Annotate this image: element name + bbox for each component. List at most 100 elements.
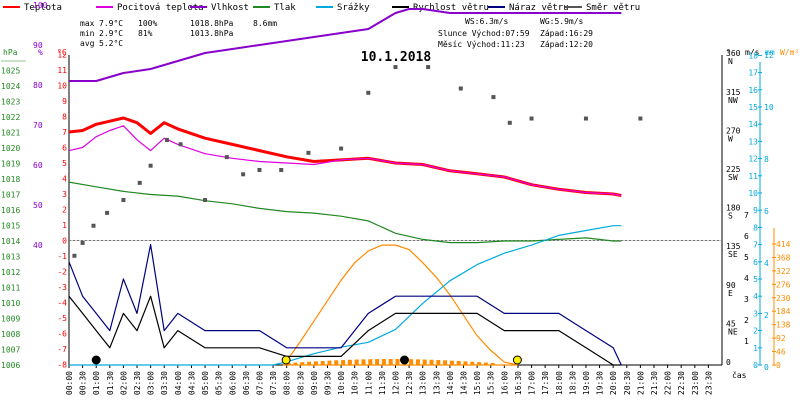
- tick-hpa: 1024: [1, 82, 20, 91]
- tick-temp: 10: [57, 82, 67, 91]
- wind-direction-point: [80, 240, 85, 245]
- tick-dir: 0: [726, 358, 731, 367]
- tick-time: 23:30: [704, 371, 713, 395]
- event-moon-marker: [91, 355, 101, 365]
- tick-time: 22:00: [664, 371, 673, 395]
- unit-pct: %: [38, 48, 43, 57]
- info-moonrise: Měsíc Východ:11:23: [438, 40, 525, 49]
- tick-hpa: 1008: [1, 330, 20, 339]
- wind-direction-point: [72, 253, 77, 258]
- tick-time: 23:00: [691, 371, 700, 395]
- tick-time: 18:30: [568, 371, 577, 395]
- tick-time: 14:00: [446, 371, 455, 395]
- tick-time: 21:30: [650, 371, 659, 395]
- rain-intensity-bar: [449, 360, 454, 365]
- rain-intensity-bar: [320, 361, 325, 365]
- tick-ms: 7: [753, 241, 758, 250]
- tick-dir: 90: [726, 281, 736, 290]
- tick-temp: 5: [62, 159, 67, 168]
- tick-hpa: 1009: [1, 315, 20, 324]
- stat-hum-min: 81%: [138, 29, 153, 38]
- unit-hpa: hPa: [3, 48, 18, 57]
- tick-time: 11:00: [364, 371, 373, 395]
- tick-time: 00:30: [79, 371, 88, 395]
- tick-temp: 6: [62, 144, 67, 153]
- series-feels-line: [68, 125, 622, 197]
- tick-ms: 13: [748, 137, 758, 146]
- tick-ms: 5: [753, 275, 758, 284]
- rain-intensity-bar: [286, 363, 291, 365]
- event-moon-marker: [399, 355, 409, 365]
- tick-ms: 3: [753, 309, 758, 318]
- tick-time: 11:30: [378, 371, 387, 395]
- wind-direction-point: [121, 198, 126, 203]
- tick-dir-cardinal: W: [728, 134, 733, 143]
- tick-time: 07:30: [269, 371, 278, 395]
- tick-hpa: 1016: [1, 206, 20, 215]
- wind-direction-point: [137, 180, 142, 185]
- tick-wm2: 92: [776, 334, 786, 343]
- rain-intensity-bar: [443, 360, 448, 365]
- tick-time: 16:00: [500, 371, 509, 395]
- rain-intensity-bar: [477, 362, 482, 365]
- tick-time: 12:00: [392, 371, 401, 395]
- wind-direction-point: [257, 167, 262, 172]
- tick-time: 20:00: [609, 371, 618, 395]
- wind-direction-point: [393, 65, 398, 70]
- series-gust-line: [68, 244, 622, 366]
- tick-temp: -7: [57, 345, 67, 354]
- wind-direction-point: [91, 223, 96, 228]
- tick-dir-cardinal: SE: [728, 250, 738, 259]
- stat-label-max: max: [80, 19, 95, 28]
- info-sunrise: Slunce Východ:07:59: [438, 29, 530, 38]
- tick-wm2: 138: [776, 321, 791, 330]
- tick-time: 01:30: [106, 371, 115, 395]
- info-moonset: Západ:12:20: [540, 40, 593, 49]
- tick-time: 15:30: [487, 371, 496, 395]
- wind-direction-point: [583, 116, 588, 121]
- unit-ms: m/s: [745, 48, 760, 57]
- tick-time: 04:30: [187, 371, 196, 395]
- tick-time: 06:30: [242, 371, 251, 395]
- wind-direction-point: [224, 155, 229, 160]
- tick-pct: 70: [33, 121, 43, 130]
- tick-ms: 17: [748, 69, 758, 78]
- wind-direction-point: [279, 167, 284, 172]
- unit-dir: °: [726, 48, 731, 57]
- tick-time: 05:30: [215, 371, 224, 395]
- stat-press-max: 1018.8hPa: [190, 19, 234, 28]
- info-ws: WS:6.3m/s: [465, 17, 509, 26]
- series-rain-line: [69, 225, 622, 366]
- tick-pct: 50: [33, 201, 43, 210]
- rain-intensity-bar: [388, 359, 393, 365]
- tick-dir: 360: [726, 49, 741, 58]
- tick-ms: 0: [753, 361, 758, 370]
- tick-dir: 225: [726, 165, 741, 174]
- tick-hpa: 1017: [1, 191, 20, 200]
- tick-pct: 40: [33, 241, 43, 250]
- tick-ms: 16: [748, 86, 758, 95]
- wind-direction-point: [203, 198, 208, 203]
- tick-pct: 60: [33, 161, 43, 170]
- tick-hpa: 1022: [1, 113, 20, 122]
- tick-time: 04:00: [174, 371, 183, 395]
- tick-hpa: 1012: [1, 268, 20, 277]
- rain-intensity-bar: [307, 361, 312, 365]
- rain-intensity-bar: [354, 359, 359, 365]
- tick-time: 10:30: [351, 371, 360, 395]
- rain-intensity-bar: [422, 359, 427, 365]
- rain-intensity-bar: [361, 359, 366, 365]
- tick-dir-cardinal: N: [728, 57, 733, 66]
- tick-temp: 3: [62, 190, 67, 199]
- wind-direction-point: [426, 65, 431, 70]
- tick-wm2: 230: [776, 294, 791, 303]
- tick-pct: 90: [33, 41, 43, 50]
- tick-mm: 8: [764, 155, 769, 164]
- tick-temp: -8: [57, 361, 67, 370]
- tick-temp: 11: [57, 66, 67, 75]
- tick-time: 05:00: [201, 371, 210, 395]
- rain-intensity-bar: [429, 359, 434, 365]
- tick-time: 03:30: [160, 371, 169, 395]
- legend-label-5: Rychlost větru: [413, 3, 489, 13]
- tick-pct: 80: [33, 81, 43, 90]
